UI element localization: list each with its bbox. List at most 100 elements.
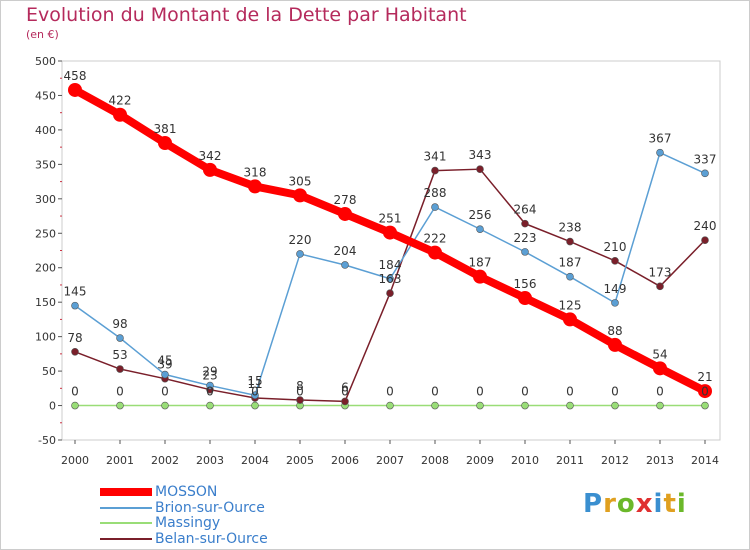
- data-label: 8: [296, 379, 304, 393]
- data-label: 0: [296, 385, 304, 399]
- data-point: [431, 401, 439, 410]
- x-tick-label: 2014: [691, 454, 719, 467]
- data-point: [701, 236, 709, 244]
- data-label: 6: [341, 380, 349, 394]
- data-point: [701, 169, 709, 178]
- x-tick-label: 2010: [511, 454, 539, 467]
- data-point: [656, 148, 664, 157]
- data-label: 204: [334, 244, 357, 258]
- data-label: 98: [112, 317, 127, 331]
- data-point: [248, 179, 262, 194]
- data-point: [341, 261, 349, 269]
- data-label: 337: [694, 152, 717, 166]
- chart-title: Evolution du Montant de la Dette par Hab…: [26, 4, 467, 26]
- data-point: [698, 384, 712, 399]
- data-label: 149: [604, 282, 627, 296]
- data-point: [566, 401, 574, 410]
- y-tick-label: 500: [35, 55, 56, 68]
- data-point: [251, 401, 259, 410]
- data-label: 341: [424, 150, 447, 164]
- logo-letter: x: [635, 489, 654, 519]
- legend-label: Massingy: [155, 515, 221, 531]
- logo-letter: r: [603, 489, 617, 519]
- data-point: [386, 289, 394, 298]
- data-label: 187: [469, 256, 492, 270]
- data-label: 223: [514, 231, 537, 245]
- legend-swatch: [100, 488, 152, 496]
- data-label: 318: [244, 165, 267, 179]
- x-tick-label: 2009: [466, 454, 494, 467]
- data-label: 210: [604, 240, 627, 254]
- y-tick-label: 350: [35, 158, 56, 171]
- data-point: [656, 401, 664, 410]
- data-point: [653, 361, 667, 376]
- data-point: [161, 370, 169, 379]
- x-tick-label: 2011: [556, 454, 584, 467]
- data-point: [521, 248, 529, 256]
- data-label: 163: [379, 272, 402, 286]
- data-point: [383, 225, 397, 240]
- data-point: [611, 257, 619, 265]
- data-label: 251: [379, 212, 402, 226]
- data-label: 54: [652, 347, 667, 361]
- logo-letter: i: [653, 489, 664, 519]
- x-tick-label: 2007: [376, 454, 404, 467]
- y-tick-label: 150: [35, 296, 56, 309]
- data-point: [611, 401, 619, 410]
- data-label: 184: [379, 258, 402, 272]
- data-label: 145: [64, 285, 87, 299]
- data-point: [251, 391, 259, 400]
- data-point: [566, 237, 574, 246]
- data-label: 0: [71, 385, 79, 399]
- y-tick-label: 300: [35, 193, 56, 206]
- data-point: [116, 334, 124, 342]
- y-tick-label: 0: [49, 400, 56, 413]
- data-label: 0: [251, 385, 259, 399]
- data-label: 23: [202, 369, 217, 383]
- data-point: [431, 166, 439, 175]
- data-label: 0: [611, 385, 619, 399]
- data-label: 458: [64, 69, 87, 83]
- data-label: 220: [289, 233, 312, 247]
- data-label: 0: [521, 385, 529, 399]
- data-point: [116, 401, 124, 410]
- data-point: [701, 401, 709, 410]
- logo-letter: i: [676, 489, 687, 519]
- data-point: [71, 301, 79, 310]
- data-point: [113, 107, 127, 122]
- logo-letter: t: [663, 489, 677, 519]
- y-tick-label: -50: [38, 434, 56, 447]
- data-point: [341, 397, 349, 406]
- data-label: 0: [701, 385, 709, 399]
- legend-swatch: [100, 522, 152, 524]
- x-tick-label: 2008: [421, 454, 449, 467]
- data-label: 288: [424, 186, 447, 200]
- data-point: [563, 312, 577, 327]
- data-point: [206, 401, 214, 410]
- data-label: 88: [607, 324, 622, 338]
- x-tick-label: 2005: [286, 454, 314, 467]
- data-label: 29: [202, 365, 217, 379]
- data-label: 256: [469, 208, 492, 222]
- legend-label: Belan-sur-Ource: [155, 530, 268, 547]
- logo-letter: P: [583, 489, 604, 519]
- x-tick-label: 2003: [196, 454, 224, 467]
- data-label: 0: [656, 385, 664, 399]
- data-point: [656, 282, 664, 291]
- data-point: [386, 401, 394, 410]
- data-label: 238: [559, 221, 582, 235]
- data-label: 21: [697, 370, 712, 384]
- data-label: 305: [289, 174, 312, 188]
- data-label: 187: [559, 256, 582, 270]
- data-point: [158, 136, 172, 151]
- data-label: 15: [247, 374, 262, 388]
- data-label: 343: [469, 148, 492, 162]
- data-point: [161, 401, 169, 410]
- data-point: [428, 245, 442, 260]
- x-tick-label: 2006: [331, 454, 359, 467]
- data-label: 240: [694, 219, 717, 233]
- data-point: [518, 291, 532, 306]
- data-label: 381: [154, 122, 177, 136]
- data-point: [116, 365, 124, 373]
